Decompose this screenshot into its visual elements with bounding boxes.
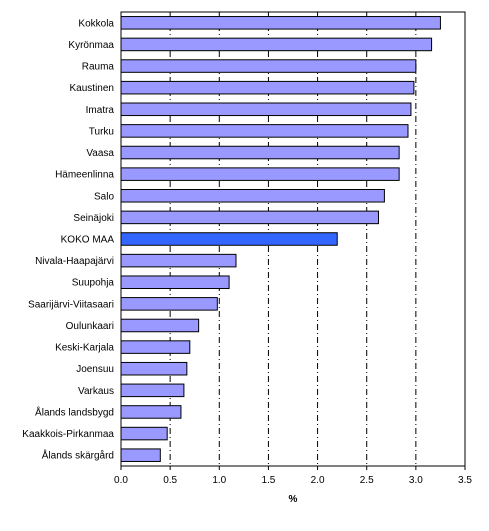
category-label: Kyrönmaa (68, 40, 114, 51)
x-tick-label: 2.0 (311, 475, 325, 486)
bar (120, 232, 338, 246)
category-label: Ålands skärgård (42, 449, 114, 462)
bar (120, 16, 441, 30)
bar (120, 102, 412, 117)
x-tick-labels: 0.0 0.5 1.0 1.5 2.0 2.5 3.0 3.5 (114, 466, 472, 486)
x-tick-label: 2.5 (360, 475, 374, 486)
bar (120, 37, 433, 52)
bar (120, 448, 161, 462)
category-label: Hämeenlinna (55, 170, 114, 181)
bar (120, 59, 417, 73)
category-labels: Kokkola Kyrönmaa Rauma Kaustinen Imatra Turku… (22, 18, 114, 461)
category-label: Ålands landsbygd (35, 405, 114, 418)
category-label: Suupohja (72, 278, 115, 289)
x-tick-label: 1.5 (261, 475, 275, 486)
bar (120, 145, 400, 160)
bars (120, 16, 441, 462)
plot-frame (120, 11, 466, 467)
x-axis-label: % (289, 494, 298, 505)
x-tick-label: 3.0 (409, 475, 423, 486)
bar (120, 124, 409, 138)
x-tick-label: 0.0 (114, 475, 128, 486)
bar (120, 275, 230, 290)
bar (120, 405, 182, 419)
bar (120, 318, 200, 333)
category-label: Salo (94, 191, 114, 202)
bar (120, 167, 400, 181)
category-label: Joensuu (76, 364, 114, 375)
bar (120, 210, 380, 225)
bar (120, 426, 168, 441)
bar (120, 80, 415, 95)
category-label: Varkaus (78, 386, 114, 397)
category-label: Oulunkaari (66, 321, 114, 332)
bar (120, 361, 188, 376)
category-label: KOKO MAA (61, 235, 115, 246)
category-label: Kokkola (78, 18, 114, 29)
category-label: Seinäjoki (73, 213, 114, 224)
category-label: Rauma (82, 62, 115, 73)
x-tick-label: 0.5 (163, 475, 177, 486)
category-label: Turku (89, 126, 114, 137)
x-tick-label: 1.0 (212, 475, 226, 486)
category-label: Nivala-Haapajärvi (35, 256, 114, 267)
category-label: Imatra (86, 105, 115, 116)
x-tick-label: 3.5 (458, 475, 472, 486)
category-label: Vaasa (86, 148, 114, 159)
bar (120, 340, 191, 354)
category-label: Keski-Karjala (55, 343, 114, 354)
category-label: Kaakkois-Pirkanmaa (22, 429, 114, 440)
bar (120, 253, 237, 268)
bar (120, 383, 185, 398)
bar (120, 297, 218, 311)
category-label: Kaustinen (70, 83, 114, 94)
bar (120, 188, 385, 203)
category-label: Saarijärvi-Viitasaari (28, 299, 114, 310)
